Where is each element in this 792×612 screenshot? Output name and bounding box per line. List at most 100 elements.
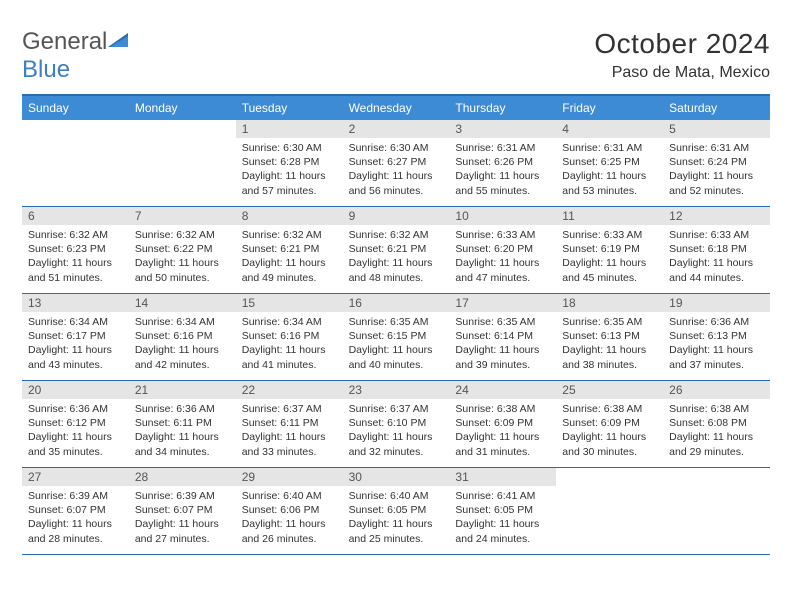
sunrise-line: Sunrise: 6:36 AM — [135, 402, 230, 416]
sunset-line: Sunset: 6:11 PM — [242, 416, 337, 430]
sunrise-line: Sunrise: 6:38 AM — [669, 402, 764, 416]
day-cell: 23Sunrise: 6:37 AMSunset: 6:10 PMDayligh… — [343, 381, 450, 467]
daylight-line: Daylight: 11 hours and 40 minutes. — [349, 343, 444, 371]
weekday-header: Monday — [129, 96, 236, 120]
day-cell: 1Sunrise: 6:30 AMSunset: 6:28 PMDaylight… — [236, 120, 343, 206]
daylight-line: Daylight: 11 hours and 49 minutes. — [242, 256, 337, 284]
daylight-line: Daylight: 11 hours and 27 minutes. — [135, 517, 230, 545]
day-cell: 18Sunrise: 6:35 AMSunset: 6:13 PMDayligh… — [556, 294, 663, 380]
day-body — [22, 138, 129, 145]
day-cell: 15Sunrise: 6:34 AMSunset: 6:16 PMDayligh… — [236, 294, 343, 380]
day-body: Sunrise: 6:32 AMSunset: 6:22 PMDaylight:… — [129, 225, 236, 289]
day-number — [129, 120, 236, 138]
day-number: 7 — [129, 207, 236, 225]
daylight-line: Daylight: 11 hours and 43 minutes. — [28, 343, 123, 371]
day-body: Sunrise: 6:35 AMSunset: 6:15 PMDaylight:… — [343, 312, 450, 376]
daylight-line: Daylight: 11 hours and 24 minutes. — [455, 517, 550, 545]
sunset-line: Sunset: 6:05 PM — [349, 503, 444, 517]
daylight-line: Daylight: 11 hours and 39 minutes. — [455, 343, 550, 371]
day-body: Sunrise: 6:40 AMSunset: 6:05 PMDaylight:… — [343, 486, 450, 550]
day-body: Sunrise: 6:30 AMSunset: 6:28 PMDaylight:… — [236, 138, 343, 202]
sunrise-line: Sunrise: 6:40 AM — [242, 489, 337, 503]
sunset-line: Sunset: 6:05 PM — [455, 503, 550, 517]
day-body: Sunrise: 6:40 AMSunset: 6:06 PMDaylight:… — [236, 486, 343, 550]
day-body: Sunrise: 6:31 AMSunset: 6:26 PMDaylight:… — [449, 138, 556, 202]
day-number: 18 — [556, 294, 663, 312]
sunrise-line: Sunrise: 6:35 AM — [562, 315, 657, 329]
sunset-line: Sunset: 6:20 PM — [455, 242, 550, 256]
daylight-line: Daylight: 11 hours and 57 minutes. — [242, 169, 337, 197]
sunrise-line: Sunrise: 6:40 AM — [349, 489, 444, 503]
day-body — [556, 486, 663, 493]
daylight-line: Daylight: 11 hours and 26 minutes. — [242, 517, 337, 545]
day-body — [129, 138, 236, 145]
day-body: Sunrise: 6:36 AMSunset: 6:12 PMDaylight:… — [22, 399, 129, 463]
day-number: 1 — [236, 120, 343, 138]
sunrise-line: Sunrise: 6:39 AM — [135, 489, 230, 503]
sunset-line: Sunset: 6:09 PM — [562, 416, 657, 430]
day-cell: 25Sunrise: 6:38 AMSunset: 6:09 PMDayligh… — [556, 381, 663, 467]
day-body: Sunrise: 6:32 AMSunset: 6:21 PMDaylight:… — [236, 225, 343, 289]
daylight-line: Daylight: 11 hours and 32 minutes. — [349, 430, 444, 458]
day-cell: 17Sunrise: 6:35 AMSunset: 6:14 PMDayligh… — [449, 294, 556, 380]
day-body: Sunrise: 6:31 AMSunset: 6:25 PMDaylight:… — [556, 138, 663, 202]
day-number: 21 — [129, 381, 236, 399]
sunrise-line: Sunrise: 6:31 AM — [455, 141, 550, 155]
sunrise-line: Sunrise: 6:32 AM — [242, 228, 337, 242]
day-body: Sunrise: 6:33 AMSunset: 6:18 PMDaylight:… — [663, 225, 770, 289]
day-number: 28 — [129, 468, 236, 486]
daylight-line: Daylight: 11 hours and 42 minutes. — [135, 343, 230, 371]
brand-word1: General — [22, 28, 107, 55]
day-cell: 8Sunrise: 6:32 AMSunset: 6:21 PMDaylight… — [236, 207, 343, 293]
day-number: 5 — [663, 120, 770, 138]
sunrise-line: Sunrise: 6:33 AM — [562, 228, 657, 242]
day-number: 27 — [22, 468, 129, 486]
day-body: Sunrise: 6:31 AMSunset: 6:24 PMDaylight:… — [663, 138, 770, 202]
sunset-line: Sunset: 6:21 PM — [242, 242, 337, 256]
day-number: 17 — [449, 294, 556, 312]
sunset-line: Sunset: 6:13 PM — [562, 329, 657, 343]
sunset-line: Sunset: 6:22 PM — [135, 242, 230, 256]
day-body: Sunrise: 6:35 AMSunset: 6:14 PMDaylight:… — [449, 312, 556, 376]
calendar-week: 1Sunrise: 6:30 AMSunset: 6:28 PMDaylight… — [22, 120, 770, 207]
day-number: 24 — [449, 381, 556, 399]
daylight-line: Daylight: 11 hours and 41 minutes. — [242, 343, 337, 371]
day-number: 8 — [236, 207, 343, 225]
sunrise-line: Sunrise: 6:31 AM — [669, 141, 764, 155]
daylight-line: Daylight: 11 hours and 25 minutes. — [349, 517, 444, 545]
weekday-header: Saturday — [663, 96, 770, 120]
day-cell: 11Sunrise: 6:33 AMSunset: 6:19 PMDayligh… — [556, 207, 663, 293]
weekday-header: Wednesday — [343, 96, 450, 120]
page-title: October 2024 — [594, 28, 770, 60]
day-cell: 12Sunrise: 6:33 AMSunset: 6:18 PMDayligh… — [663, 207, 770, 293]
sunrise-line: Sunrise: 6:37 AM — [349, 402, 444, 416]
sunset-line: Sunset: 6:07 PM — [28, 503, 123, 517]
day-body: Sunrise: 6:33 AMSunset: 6:20 PMDaylight:… — [449, 225, 556, 289]
daylight-line: Daylight: 11 hours and 28 minutes. — [28, 517, 123, 545]
day-body — [663, 486, 770, 493]
day-number: 19 — [663, 294, 770, 312]
day-number: 11 — [556, 207, 663, 225]
day-body: Sunrise: 6:38 AMSunset: 6:08 PMDaylight:… — [663, 399, 770, 463]
day-cell: 10Sunrise: 6:33 AMSunset: 6:20 PMDayligh… — [449, 207, 556, 293]
brand-word2: Blue — [22, 56, 70, 83]
day-number: 26 — [663, 381, 770, 399]
day-number — [22, 120, 129, 138]
sunset-line: Sunset: 6:15 PM — [349, 329, 444, 343]
day-body: Sunrise: 6:39 AMSunset: 6:07 PMDaylight:… — [22, 486, 129, 550]
day-number: 12 — [663, 207, 770, 225]
day-cell: 9Sunrise: 6:32 AMSunset: 6:21 PMDaylight… — [343, 207, 450, 293]
day-number — [663, 468, 770, 486]
daylight-line: Daylight: 11 hours and 33 minutes. — [242, 430, 337, 458]
day-number: 20 — [22, 381, 129, 399]
day-number: 30 — [343, 468, 450, 486]
day-body: Sunrise: 6:34 AMSunset: 6:16 PMDaylight:… — [129, 312, 236, 376]
day-cell: 7Sunrise: 6:32 AMSunset: 6:22 PMDaylight… — [129, 207, 236, 293]
sunset-line: Sunset: 6:09 PM — [455, 416, 550, 430]
day-number: 29 — [236, 468, 343, 486]
sunrise-line: Sunrise: 6:33 AM — [455, 228, 550, 242]
sunset-line: Sunset: 6:16 PM — [242, 329, 337, 343]
daylight-line: Daylight: 11 hours and 56 minutes. — [349, 169, 444, 197]
daylight-line: Daylight: 11 hours and 55 minutes. — [455, 169, 550, 197]
day-number: 10 — [449, 207, 556, 225]
